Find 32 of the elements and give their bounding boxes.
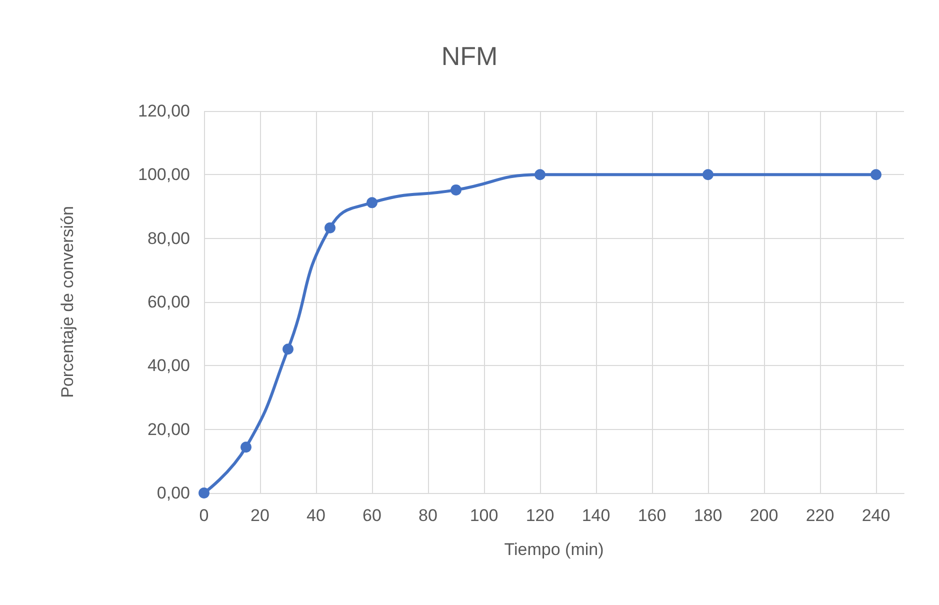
y-tick-label: 80,00	[147, 228, 190, 248]
point	[240, 442, 252, 453]
y-tick-label: 40,00	[147, 356, 190, 376]
y-tick-label: 0,00	[156, 484, 190, 502]
x-tick-label: 20	[250, 506, 270, 525]
point	[702, 169, 714, 180]
y-tick-label: 20,00	[147, 420, 190, 439]
x-tick-label: 180	[694, 506, 722, 525]
x-tick-label: 120	[526, 506, 554, 525]
y-tick-label: 100,00	[138, 165, 190, 184]
point	[282, 344, 294, 355]
point	[324, 222, 336, 234]
y-tick-label: 120,00	[138, 102, 190, 120]
point	[450, 184, 462, 196]
point	[198, 488, 210, 498]
x-tick-label: 100	[470, 506, 498, 525]
chart-title: NFM	[441, 41, 498, 71]
x-tick-label: 240	[862, 506, 890, 525]
x-tick-label: 60	[362, 506, 382, 525]
x-tick-label: 80	[418, 506, 438, 525]
point	[870, 169, 882, 180]
x-tick-label: 40	[306, 506, 326, 525]
x-tick-label: 200	[750, 506, 778, 525]
point	[534, 169, 546, 180]
x-tick-label: 220	[806, 506, 834, 525]
x-tick-label: 160	[638, 506, 666, 525]
x-tick-label: 0	[199, 506, 209, 525]
x-axis-title: Tiempo (min)	[504, 540, 604, 559]
point	[366, 197, 378, 208]
y-axis-title: Porcentaje de conversión	[58, 206, 77, 398]
x-tick-label: 140	[582, 506, 610, 525]
y-tick-label: 60,00	[147, 292, 190, 312]
